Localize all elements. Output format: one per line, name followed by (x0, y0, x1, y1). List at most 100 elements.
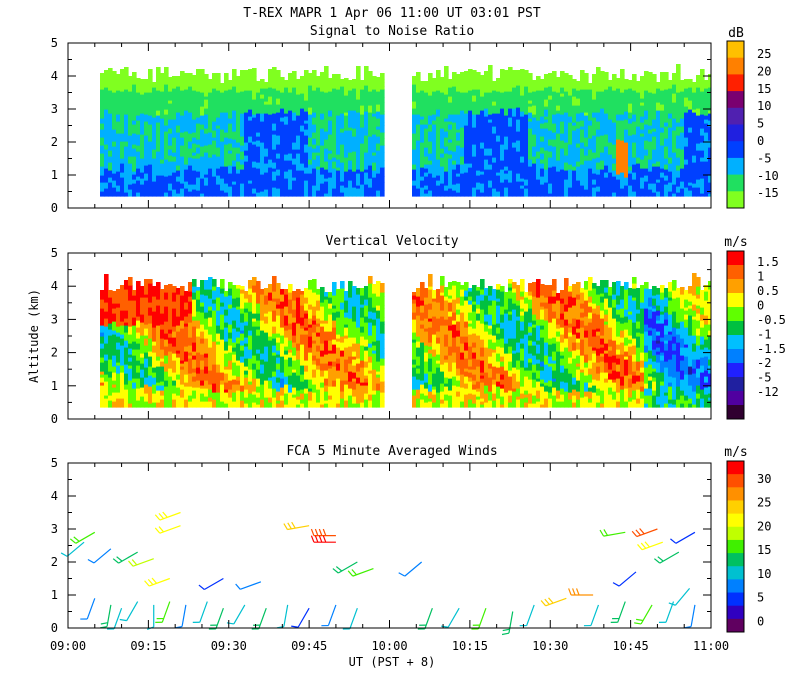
heatmap-cell (608, 103, 613, 111)
heatmap-cell (124, 289, 129, 296)
heatmap-cell (336, 370, 341, 379)
heatmap-cell (616, 129, 621, 136)
heatmap-cell (364, 135, 369, 144)
heatmap-cell (156, 76, 161, 82)
heatmap-cell (236, 285, 241, 289)
heatmap-cell (216, 400, 221, 404)
heatmap-cell (176, 288, 181, 295)
heatmap-cell (180, 132, 185, 138)
heatmap-cell (232, 131, 237, 140)
heatmap-cell (268, 69, 273, 79)
heatmap-cell (340, 391, 345, 399)
heatmap-cell (212, 392, 217, 400)
heatmap-cell (672, 130, 677, 137)
heatmap-cell (632, 87, 637, 91)
colorbar-swatch (727, 124, 744, 142)
heatmap-cell (132, 382, 137, 389)
heatmap-cell (464, 188, 469, 193)
heatmap-cell (196, 123, 201, 132)
heatmap-cell (596, 136, 601, 146)
heatmap-cell (500, 300, 505, 307)
heatmap-cell (356, 311, 361, 320)
heatmap-cell (484, 116, 489, 123)
heatmap-cell (444, 131, 449, 138)
heatmap-cell (280, 335, 285, 344)
heatmap-cell (244, 374, 249, 378)
heatmap-cell (360, 367, 365, 377)
heatmap-cell (336, 387, 341, 395)
heatmap-cell (184, 155, 189, 165)
heatmap-cell (476, 396, 481, 400)
heatmap-cell (416, 89, 421, 93)
heatmap-cell (340, 79, 345, 87)
heatmap-cell (164, 292, 169, 300)
heatmap-cell (256, 98, 261, 105)
heatmap-cell (504, 179, 509, 188)
heatmap-cell (452, 169, 457, 179)
heatmap-cell (344, 130, 349, 135)
heatmap-cell (188, 282, 193, 292)
heatmap-cell (132, 373, 137, 379)
heatmap-cell (580, 104, 585, 109)
heatmap-cell (572, 113, 577, 123)
heatmap-cell (364, 378, 369, 383)
heatmap-cell (176, 364, 181, 371)
heatmap-cell (432, 120, 437, 125)
heatmap-cell (168, 296, 173, 306)
heatmap-cell (132, 402, 137, 408)
heatmap-cell (188, 329, 193, 338)
heatmap-cell (348, 399, 353, 408)
heatmap-cell (340, 128, 345, 133)
heatmap-cell (308, 297, 313, 305)
heatmap-cell (356, 394, 361, 404)
heatmap-cell (184, 365, 189, 375)
heatmap-cell (236, 132, 241, 140)
heatmap-cell (136, 86, 141, 93)
heatmap-cell (468, 93, 473, 103)
heatmap-cell (472, 162, 477, 167)
heatmap-cell (248, 319, 253, 328)
heatmap-cell (380, 373, 385, 382)
heatmap-cell (272, 67, 277, 76)
heatmap-cell (324, 116, 329, 123)
heatmap-cell (656, 172, 661, 177)
heatmap-cell (636, 157, 641, 164)
heatmap-cell (268, 187, 273, 193)
heatmap-cell (692, 82, 697, 87)
heatmap-cell (632, 164, 637, 173)
heatmap-cell (160, 111, 165, 119)
heatmap-cell (524, 70, 529, 80)
heatmap-cell (420, 139, 425, 143)
heatmap-cell (648, 92, 653, 101)
heatmap-cell (120, 141, 125, 150)
heatmap-cell (664, 115, 669, 123)
heatmap-cell (136, 115, 141, 121)
heatmap-cell (120, 177, 125, 181)
heatmap-cell (460, 305, 465, 313)
heatmap-cell (348, 120, 353, 128)
heatmap-cell (268, 96, 273, 105)
heatmap-cell (512, 103, 517, 109)
heatmap-cell (176, 316, 181, 322)
heatmap-cell (304, 177, 309, 181)
heatmap-cell (260, 330, 265, 337)
heatmap-cell (700, 142, 705, 151)
heatmap-cell (436, 310, 441, 319)
heatmap-cell (492, 93, 497, 99)
heatmap-cell (552, 143, 557, 147)
heatmap-cell (480, 390, 485, 399)
heatmap-cell (676, 113, 681, 123)
heatmap-cell (472, 179, 477, 188)
heatmap-cell (496, 161, 501, 170)
heatmap-cell (328, 386, 333, 396)
heatmap-cell (180, 348, 185, 358)
heatmap-cell (560, 87, 565, 94)
heatmap-cell (288, 180, 293, 190)
heatmap-cell (352, 95, 357, 103)
heatmap-cell (240, 140, 245, 146)
heatmap-cell (112, 401, 117, 408)
heatmap-cell (300, 305, 305, 310)
heatmap-cell (412, 149, 417, 158)
heatmap-cell (160, 324, 165, 330)
heatmap-cell (584, 155, 589, 161)
